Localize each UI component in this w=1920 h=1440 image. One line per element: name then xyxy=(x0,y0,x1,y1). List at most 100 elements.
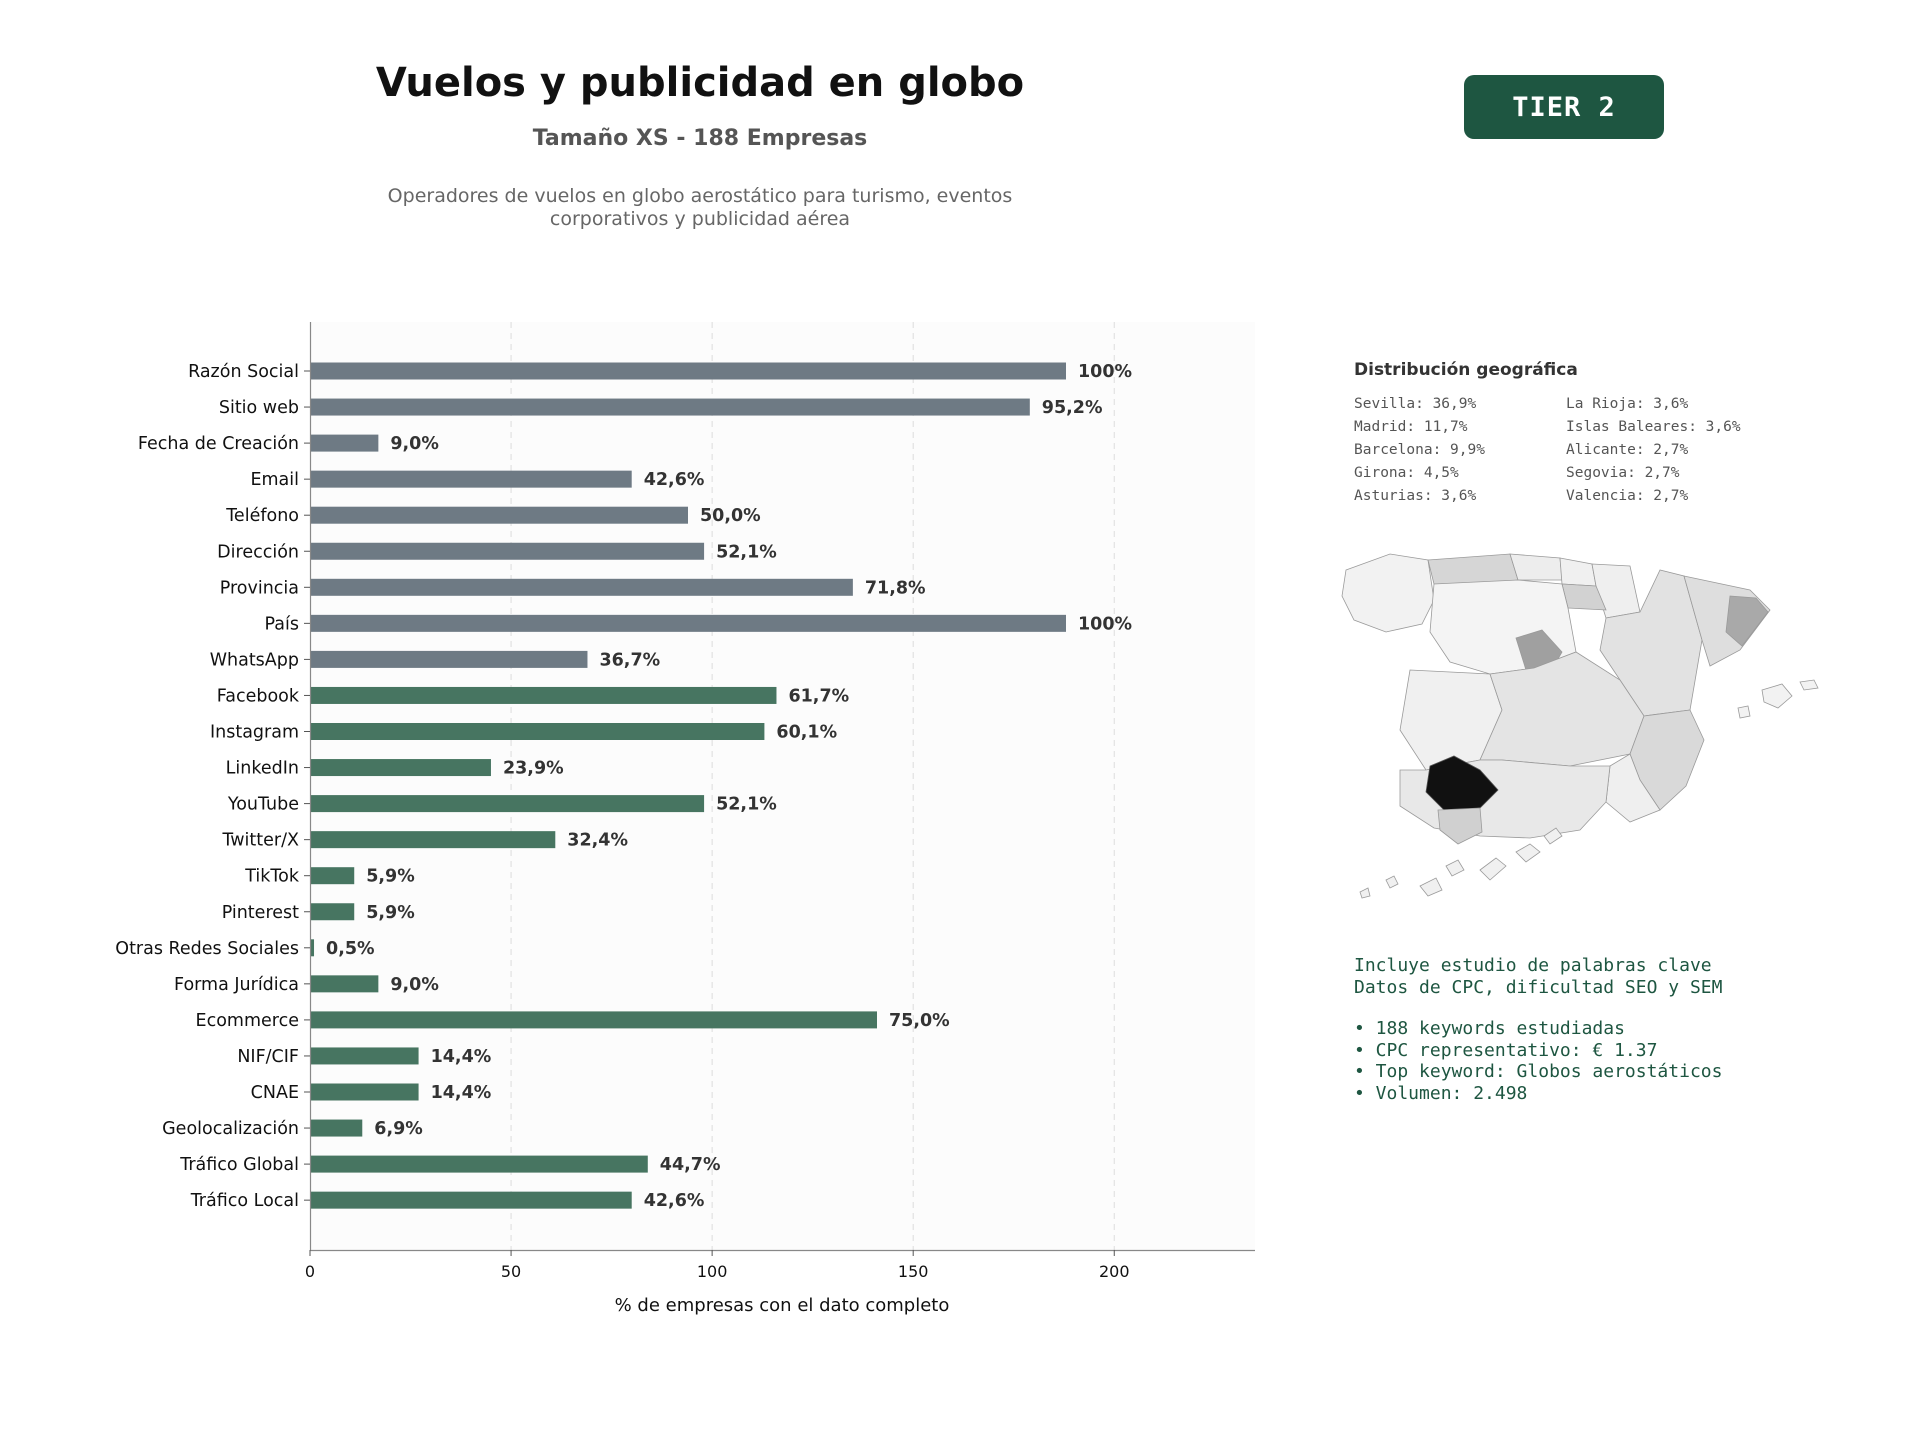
keywords-bullet: • 188 keywords estudiadas xyxy=(1354,1018,1625,1039)
category-label: Teléfono xyxy=(225,506,299,526)
category-label: Razón Social xyxy=(188,362,299,382)
bar-value-label: 44,7% xyxy=(660,1155,721,1175)
category-label: Otras Redes Sociales xyxy=(115,939,299,959)
bar-value-label: 100% xyxy=(1078,614,1132,634)
bar xyxy=(310,1191,632,1209)
geo-item: Madrid: 11,7% xyxy=(1354,419,1468,435)
bar-value-label: 95,2% xyxy=(1042,398,1103,418)
x-tick-label: 50 xyxy=(501,1262,521,1281)
category-label: Fecha de Creación xyxy=(138,434,299,454)
page-title: Vuelos y publicidad en globo xyxy=(375,60,1025,106)
map-region-basque xyxy=(1559,557,1597,587)
geo-item: Islas Baleares: 3,6% xyxy=(1566,419,1741,435)
bar-value-label: 50,0% xyxy=(700,506,761,526)
bar xyxy=(310,398,1030,416)
bar xyxy=(310,542,705,560)
page-subtitle: Tamaño XS - 188 Empresas xyxy=(532,126,868,151)
keywords-intro-line2: Datos de CPC, dificultad SEO y SEM xyxy=(1354,976,1723,998)
bar-value-label: 14,4% xyxy=(431,1083,492,1103)
bar-value-label: 60,1% xyxy=(776,723,837,743)
bar-value-label: 75,0% xyxy=(889,1011,950,1031)
spain-province-map xyxy=(1341,553,1819,899)
keywords-intro-line1: Incluye estudio de palabras clave xyxy=(1354,955,1712,976)
geo-item: La Rioja: 3,6% xyxy=(1566,396,1689,412)
keywords-bullet: • CPC representativo: € 1.37 xyxy=(1354,1039,1658,1061)
x-tick-label: 150 xyxy=(898,1262,929,1281)
x-tick-label: 200 xyxy=(1099,1262,1130,1281)
bar xyxy=(310,723,765,740)
map-region-barcelona xyxy=(1725,595,1769,647)
bar-value-label: 52,1% xyxy=(716,795,777,815)
keywords-panel: Incluye estudio de palabras clave Datos … xyxy=(1354,955,1874,1104)
category-label: Twitter/X xyxy=(221,831,299,851)
bar xyxy=(310,578,853,596)
bar-value-label: 5,9% xyxy=(366,867,415,887)
bar-value-label: 100% xyxy=(1078,362,1132,382)
category-label: YouTube xyxy=(227,795,299,815)
category-label: Instagram xyxy=(210,723,299,743)
bar xyxy=(310,470,632,488)
tier-badge: TIER 2 xyxy=(1464,75,1664,139)
bar xyxy=(310,686,777,704)
bar-value-label: 0,5% xyxy=(326,939,375,959)
x-tick-label: 0 xyxy=(305,1262,315,1281)
bar-value-label: 5,9% xyxy=(366,903,415,923)
category-label: Geolocalización xyxy=(162,1119,299,1139)
bar xyxy=(310,1011,877,1029)
page-description: Operadores de vuelos en globo aerostátic… xyxy=(387,185,1013,230)
geo-item: Girona: 4,5% xyxy=(1354,465,1459,481)
x-axis-title: % de empresas con el dato completo xyxy=(615,1295,950,1316)
axes: 0 50 100 150 200 xyxy=(304,322,1255,1281)
bar xyxy=(310,795,705,813)
category-label: Dirección xyxy=(217,542,299,562)
map-region-canary-islands xyxy=(1359,827,1563,899)
bar-value-label: 6,9% xyxy=(374,1119,423,1139)
category-label: Email xyxy=(250,470,299,490)
bar xyxy=(310,650,588,668)
bar-value-label: 32,4% xyxy=(567,831,628,851)
bar xyxy=(310,1155,648,1173)
geo-item: Alicante: 2,7% xyxy=(1566,442,1689,458)
bar-value-label: 14,4% xyxy=(431,1047,492,1067)
plot-background xyxy=(310,322,1255,1250)
geo-item: Barcelona: 9,9% xyxy=(1354,442,1485,458)
bar xyxy=(310,1047,419,1065)
map-region-cantabria xyxy=(1509,553,1563,581)
bar xyxy=(310,831,556,849)
map-region-balearic-islands xyxy=(1737,679,1819,719)
category-label: Ecommerce xyxy=(196,1011,299,1031)
bar xyxy=(310,939,315,957)
bar-value-label: 9,0% xyxy=(390,434,439,454)
map-region-aragon xyxy=(1599,569,1703,717)
bar xyxy=(310,1119,363,1137)
category-label: Facebook xyxy=(217,686,300,706)
bar-value-label: 9,0% xyxy=(390,975,439,995)
category-label: Provincia xyxy=(220,578,299,598)
keywords-bullet: • Top keyword: Globos aerostáticos xyxy=(1354,1061,1723,1082)
category-label: TikTok xyxy=(244,867,300,887)
bar xyxy=(310,1083,419,1101)
geo-distribution-list: Sevilla: 36,9% La Rioja: 3,6% Madrid: 11,7… xyxy=(1354,396,1774,504)
bar-value-label: 52,1% xyxy=(716,542,777,562)
map-region-sevilla xyxy=(1425,755,1499,813)
bar-value-label: 61,7% xyxy=(788,686,849,706)
x-tick-label: 100 xyxy=(697,1262,728,1281)
geo-item: Asturias: 3,6% xyxy=(1354,488,1477,504)
category-label: Tráfico Local xyxy=(190,1191,299,1211)
category-label: País xyxy=(265,614,299,634)
bar xyxy=(310,434,379,452)
category-label: Tráfico Global xyxy=(179,1155,299,1175)
completeness-bar-chart: Razón Social 100% Sitio web 95,2% Fecha de C… xyxy=(115,322,1255,1316)
category-label: NIF/CIF xyxy=(237,1047,299,1067)
bar xyxy=(310,506,688,524)
geo-item: Sevilla: 36,9% xyxy=(1354,396,1477,412)
geo-item: Segovia: 2,7% xyxy=(1566,465,1680,481)
category-label: Pinterest xyxy=(222,903,299,923)
category-label: LinkedIn xyxy=(226,759,299,779)
category-label: Sitio web xyxy=(219,398,299,418)
category-label: WhatsApp xyxy=(210,650,299,670)
bars: Razón Social 100% Sitio web 95,2% Fecha de C… xyxy=(115,362,1132,1211)
category-label: CNAE xyxy=(251,1083,299,1103)
bar xyxy=(310,759,491,777)
bar-value-label: 71,8% xyxy=(865,578,926,598)
